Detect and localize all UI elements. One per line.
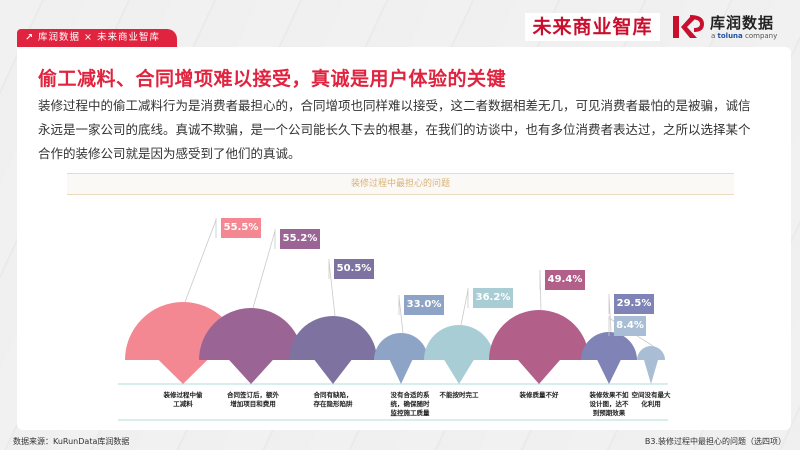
category-label: 合同有缺陷， 存在隐形陷阱 (313, 391, 353, 408)
arrow-up-right-icon: ↗ (25, 32, 34, 43)
bar-dome (289, 316, 377, 360)
logo-kurun-cn: 库润数据 (710, 14, 775, 32)
kurun-logo-mark-icon (673, 15, 704, 38)
bar-pointer (389, 360, 413, 384)
bar-pointer (229, 360, 273, 384)
value-label: 50.5% (334, 259, 374, 279)
value-label: 8.4% (614, 316, 646, 336)
category-label: 装修效果不如 设计图，达不 到预期效果 (589, 391, 629, 417)
logo-future-business: 未来商业智库 (525, 13, 660, 41)
value-label: 33.0% (404, 295, 444, 315)
category-label: 不能按时完工 (439, 391, 479, 399)
logo-kurun: 库润数据 a toluna company (672, 12, 792, 42)
question-note: B3.装修过程中最担心的问题（选四项） (644, 437, 786, 446)
bar-pointer (158, 360, 208, 384)
page-description: 装修过程中的偷工减料行为是消费者最担心的，合同增项也同样难以接受，这二者数据相差… (38, 98, 751, 161)
bar-pointer (597, 360, 621, 384)
header-tag-label: 库润数据 × 未来商业智库 (37, 32, 160, 43)
bar-dome (489, 310, 589, 360)
value-label: 29.5% (614, 294, 654, 314)
header-tag: ↗ 库润数据 × 未来商业智库 (17, 29, 177, 47)
category-label: 装修过程中偷 工减料 (163, 391, 203, 408)
chart-title: 装修过程中最担心的问题 (67, 173, 734, 195)
bar-dome (581, 332, 637, 360)
logo-kurun-en: a toluna company (711, 32, 778, 40)
bar-pointer (444, 360, 474, 384)
value-label: 49.4% (545, 270, 585, 290)
bar-pointer (644, 360, 658, 384)
bar-pointer (314, 360, 352, 384)
bar-dome (374, 333, 428, 360)
category-label: 空间没有最大 化利用 (631, 391, 671, 408)
data-source: 数据来源：KuRunData库润数据 (13, 437, 130, 446)
value-label: 55.2% (280, 229, 320, 249)
category-label: 合同签订后，额外 增加项目和费用 (227, 391, 279, 408)
bar-dome (424, 325, 494, 360)
bar-dome (199, 308, 303, 360)
value-label: 36.2% (473, 288, 513, 308)
page-title: 偷工减料、合同增项难以接受，真诚是用户体验的关键 (38, 68, 507, 90)
category-label: 没有合适的系 统，确保随时 监控施工质量 (390, 391, 430, 417)
bar-pointer (518, 360, 560, 384)
bar-dome (637, 346, 665, 360)
value-label: 55.5% (221, 218, 261, 238)
category-label: 装修质量不好 (519, 391, 559, 399)
